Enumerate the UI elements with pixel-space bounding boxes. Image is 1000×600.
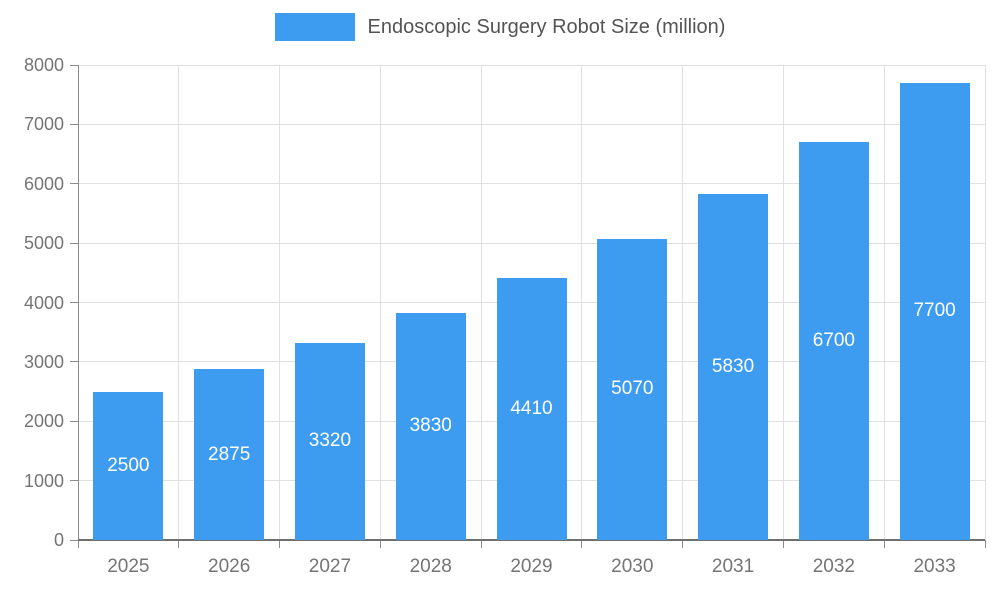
gridline-vertical bbox=[682, 65, 684, 540]
bar-value-label: 5830 bbox=[711, 355, 755, 377]
legend-label: Endoscopic Surgery Robot Size (million) bbox=[367, 15, 726, 38]
gridline-vertical bbox=[379, 65, 381, 540]
y-axis-tick bbox=[70, 123, 78, 125]
x-axis-tick-label: 2028 bbox=[409, 556, 452, 577]
x-axis-tick-label: 2031 bbox=[711, 556, 755, 577]
gridline-vertical bbox=[883, 65, 885, 540]
x-axis-tick bbox=[883, 540, 885, 548]
bar-2030[interactable]: 5070 bbox=[597, 238, 668, 540]
legend[interactable]: Endoscopic Surgery Robot Size (million) bbox=[0, 13, 1000, 41]
x-axis-tick bbox=[984, 540, 986, 548]
x-axis-line bbox=[78, 539, 985, 541]
x-axis-tick bbox=[782, 540, 784, 548]
y-axis-tick bbox=[70, 302, 78, 303]
x-axis-tick-label: 2027 bbox=[308, 556, 352, 577]
bar-value-label: 2500 bbox=[107, 454, 150, 476]
y-axis-tick-label: 2000 bbox=[23, 411, 64, 432]
gridline-horizontal bbox=[78, 183, 985, 185]
y-axis-tick-label: 4000 bbox=[23, 292, 64, 313]
bar-value-label: 2875 bbox=[208, 443, 251, 465]
bar-value-label: 5070 bbox=[611, 378, 654, 400]
y-axis-tick-label: 7000 bbox=[23, 114, 64, 135]
bar-value-label: 4410 bbox=[510, 398, 553, 420]
x-axis-tick bbox=[279, 540, 281, 548]
gridline-vertical bbox=[984, 65, 986, 540]
x-axis-tick-label: 2032 bbox=[812, 556, 855, 577]
bar-2033[interactable]: 7700 bbox=[899, 82, 970, 540]
y-axis-tick bbox=[70, 480, 78, 482]
x-axis-tick bbox=[581, 540, 583, 548]
gridline-vertical bbox=[279, 65, 281, 540]
x-axis-tick-label: 2033 bbox=[913, 556, 956, 577]
x-axis-tick bbox=[682, 540, 684, 548]
x-axis-tick-label: 2029 bbox=[510, 556, 553, 577]
gridline-vertical bbox=[178, 65, 180, 540]
gridline-horizontal bbox=[78, 64, 985, 66]
y-axis-line bbox=[78, 65, 79, 540]
bar-value-label: 3320 bbox=[308, 430, 352, 452]
x-axis-tick bbox=[379, 540, 381, 548]
y-axis-tick bbox=[70, 420, 78, 422]
x-axis-tick bbox=[77, 540, 79, 548]
legend-swatch bbox=[274, 13, 355, 41]
y-axis-tick bbox=[70, 361, 78, 363]
y-axis-tick bbox=[70, 64, 78, 66]
bar-2029[interactable]: 4410 bbox=[496, 278, 567, 540]
bar-2027[interactable]: 3320 bbox=[294, 342, 365, 540]
x-axis-tick-label: 2030 bbox=[611, 556, 654, 577]
y-axis-tick bbox=[70, 242, 78, 244]
y-axis-tick-label: 0 bbox=[53, 530, 64, 550]
y-axis-tick-label: 1000 bbox=[23, 470, 64, 491]
bar-value-label: 6700 bbox=[812, 330, 855, 352]
y-axis-tick-label: 3000 bbox=[23, 351, 64, 372]
x-axis-tick-label: 2025 bbox=[107, 556, 150, 577]
bar-2031[interactable]: 5830 bbox=[698, 193, 769, 540]
y-axis-tick-label: 6000 bbox=[23, 173, 64, 194]
bar-2032[interactable]: 6700 bbox=[798, 142, 869, 540]
x-axis-tick-label: 2026 bbox=[208, 556, 251, 577]
bar-2025[interactable]: 2500 bbox=[93, 391, 164, 540]
gridline-vertical bbox=[581, 65, 583, 540]
bar-2028[interactable]: 3830 bbox=[395, 312, 466, 540]
bar-2026[interactable]: 2875 bbox=[194, 369, 265, 540]
gridline-vertical bbox=[480, 65, 482, 540]
gridline-horizontal bbox=[78, 123, 985, 125]
x-axis-tick bbox=[480, 540, 482, 548]
y-axis-tick bbox=[70, 183, 78, 185]
bar-value-label: 7700 bbox=[913, 300, 956, 322]
y-axis-tick-label: 8000 bbox=[23, 55, 64, 75]
gridline-horizontal bbox=[78, 242, 985, 244]
gridline-vertical bbox=[782, 65, 784, 540]
y-axis-tick-label: 5000 bbox=[23, 233, 64, 254]
y-axis-tick bbox=[70, 539, 78, 541]
x-axis-tick bbox=[178, 540, 180, 548]
bar-value-label: 3830 bbox=[409, 415, 452, 437]
